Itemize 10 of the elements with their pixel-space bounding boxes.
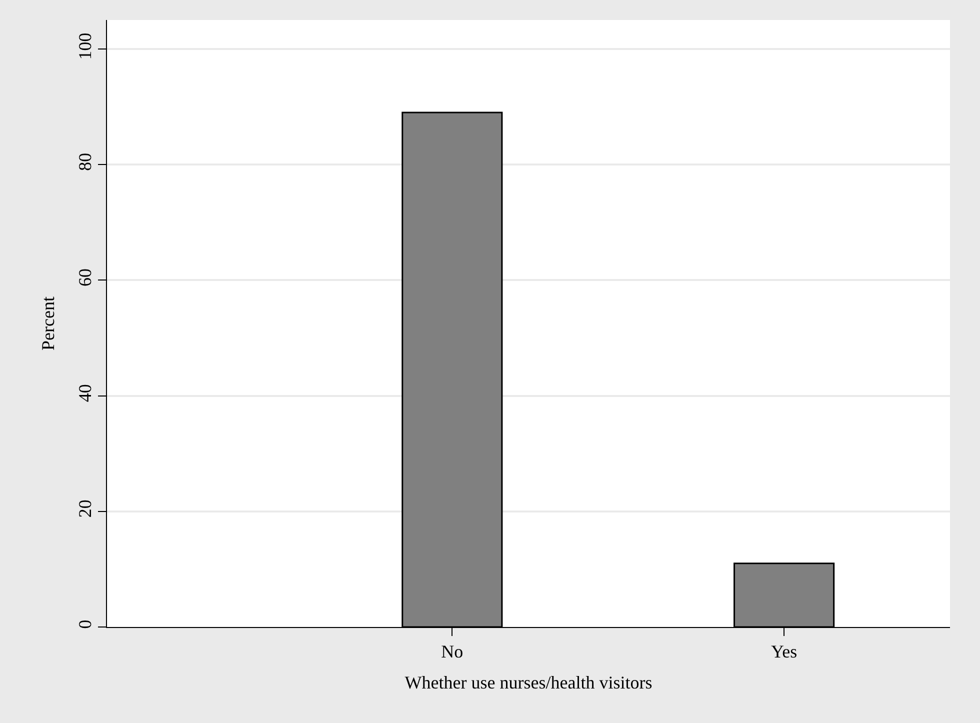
y-tick-label: 60 xyxy=(74,268,95,286)
y-tick-label: 20 xyxy=(74,500,95,518)
y-tick-label: 80 xyxy=(74,152,95,171)
y-tick-label: 0 xyxy=(74,620,95,629)
x-tick-label: Yes xyxy=(770,642,798,662)
x-tick-label: No xyxy=(441,642,464,662)
y-axis-title: Percent xyxy=(38,296,58,350)
y-tick-label: 40 xyxy=(74,384,95,402)
x-axis-title: Whether use nurses/health visitors xyxy=(404,672,652,693)
y-tick-label: 100 xyxy=(74,32,95,60)
